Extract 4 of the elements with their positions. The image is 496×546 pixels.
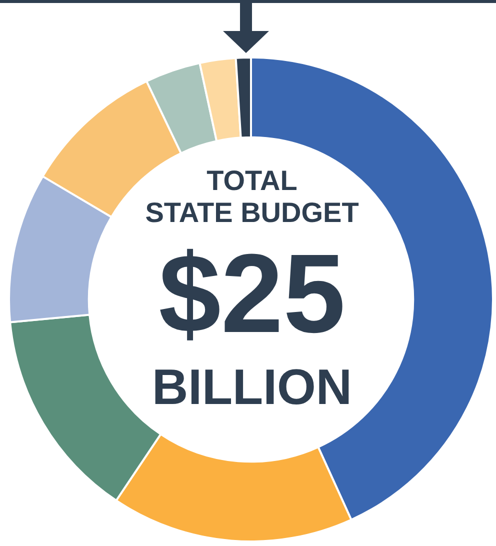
text: BILLION: [151, 359, 353, 415]
text: STATE BUDGET: [144, 197, 360, 229]
text: $25: [158, 231, 346, 356]
text: TOTAL: [206, 165, 298, 197]
